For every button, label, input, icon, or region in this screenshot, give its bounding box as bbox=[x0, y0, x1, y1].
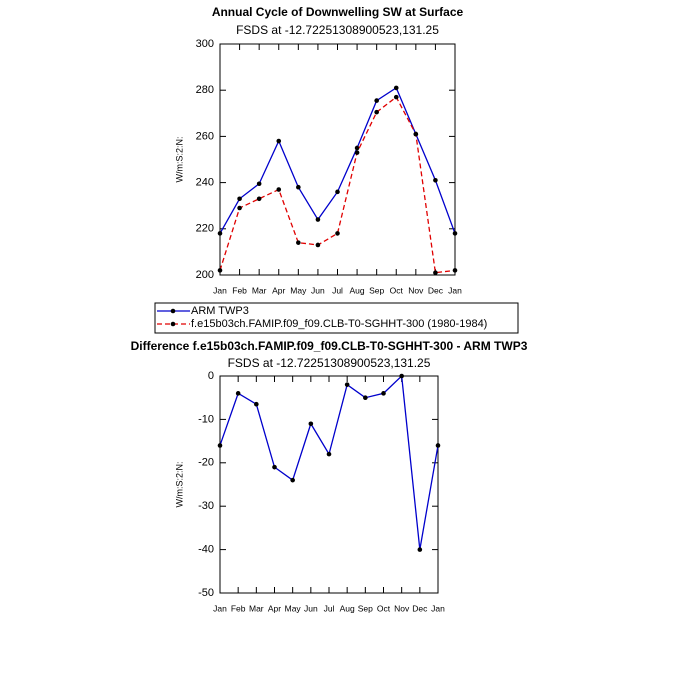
x-tick-label: Jul bbox=[324, 603, 335, 613]
data-point bbox=[315, 242, 321, 248]
data-point bbox=[256, 196, 262, 202]
chart-subtitle: FSDS at -12.72251308900523,131.25 bbox=[228, 356, 431, 370]
data-point bbox=[354, 145, 360, 151]
y-axis-label: W/m:S:2:N: bbox=[174, 136, 184, 182]
x-tick-label: Apr bbox=[272, 285, 285, 295]
data-point bbox=[235, 391, 241, 396]
y-tick-label: 220 bbox=[196, 223, 214, 235]
y-tick-label: 0 bbox=[208, 370, 214, 382]
y-tick-label: -10 bbox=[198, 413, 214, 425]
data-point bbox=[435, 443, 441, 448]
data-point bbox=[335, 231, 340, 236]
data-point bbox=[374, 98, 379, 103]
legend-marker bbox=[170, 308, 176, 314]
y-tick-label: -20 bbox=[198, 457, 214, 469]
x-tick-label: Dec bbox=[412, 603, 428, 613]
data-point bbox=[217, 443, 223, 448]
x-tick-label: Jan bbox=[431, 603, 445, 613]
chart-subtitle: FSDS at -12.72251308900523,131.25 bbox=[236, 23, 439, 37]
data-point bbox=[217, 231, 223, 236]
data-point bbox=[393, 85, 399, 91]
x-tick-label: Mar bbox=[249, 603, 264, 613]
legend-label: ARM TWP3 bbox=[191, 305, 249, 317]
x-tick-label: Mar bbox=[252, 285, 267, 295]
plot-frame bbox=[219, 43, 456, 276]
x-tick-label: Apr bbox=[268, 603, 281, 613]
x-tick-label: Oct bbox=[390, 285, 404, 295]
y-tick-label: 280 bbox=[196, 84, 214, 96]
legend-marker bbox=[170, 321, 176, 327]
y-tick-label: -30 bbox=[198, 500, 214, 512]
data-point bbox=[363, 395, 368, 401]
plot-frame bbox=[219, 375, 439, 594]
data-point bbox=[393, 94, 399, 100]
x-tick-label: Dec bbox=[428, 285, 444, 295]
x-tick-label: Aug bbox=[340, 603, 355, 613]
data-point bbox=[237, 205, 242, 211]
y-tick-label: 300 bbox=[196, 38, 214, 50]
data-point bbox=[413, 131, 419, 137]
x-tick-label: Jun bbox=[311, 285, 325, 295]
data-point bbox=[296, 240, 301, 245]
y-tick-label: 240 bbox=[196, 177, 214, 189]
x-tick-label: May bbox=[285, 603, 302, 613]
x-tick-label: Jan bbox=[213, 603, 227, 613]
data-point bbox=[452, 231, 458, 236]
x-tick-label: Feb bbox=[232, 285, 247, 295]
x-tick-label: Feb bbox=[231, 603, 246, 613]
data-point bbox=[256, 181, 262, 187]
x-tick-label: Nov bbox=[408, 285, 424, 295]
data-point bbox=[417, 547, 423, 552]
data-point bbox=[296, 184, 301, 190]
x-tick-label: Aug bbox=[350, 285, 365, 295]
data-point bbox=[381, 391, 386, 396]
data-point bbox=[272, 464, 277, 470]
data-point bbox=[344, 382, 350, 387]
y-tick-label: -40 bbox=[198, 544, 214, 556]
x-tick-label: Jan bbox=[448, 285, 462, 295]
x-tick-label: Sep bbox=[358, 603, 373, 613]
data-point bbox=[237, 196, 242, 202]
data-point bbox=[354, 150, 360, 155]
y-axis-label: W/m:S:2:N: bbox=[174, 461, 184, 507]
x-tick-label: Jul bbox=[332, 285, 343, 295]
data-point bbox=[276, 187, 282, 192]
data-point bbox=[276, 138, 282, 144]
x-tick-label: Jan bbox=[213, 285, 227, 295]
data-point bbox=[254, 401, 259, 407]
data-line bbox=[219, 86, 456, 234]
data-point bbox=[308, 421, 314, 427]
data-point bbox=[452, 268, 458, 273]
data-point bbox=[433, 177, 438, 183]
data-point bbox=[399, 373, 404, 379]
legend-label: f.e15b03ch.FAMIP.f09_f09.CLB-T0-SGHHT-30… bbox=[191, 318, 487, 330]
x-tick-label: Sep bbox=[369, 285, 384, 295]
x-tick-label: Jun bbox=[304, 603, 318, 613]
x-tick-label: Nov bbox=[394, 603, 410, 613]
data-point bbox=[433, 270, 438, 275]
y-tick-label: -50 bbox=[198, 587, 214, 599]
chart-title: Annual Cycle of Downwelling SW at Surfac… bbox=[212, 5, 464, 19]
data-line bbox=[219, 374, 439, 550]
x-tick-label: Oct bbox=[377, 603, 391, 613]
data-point bbox=[290, 477, 295, 483]
legend-box bbox=[154, 302, 519, 334]
data-point bbox=[217, 268, 223, 273]
x-tick-label: May bbox=[290, 285, 307, 295]
chart-title: Difference f.e15b03ch.FAMIP.f09_f09.CLB-… bbox=[131, 339, 528, 353]
data-point bbox=[374, 109, 379, 115]
data-line bbox=[219, 96, 456, 274]
data-point bbox=[315, 217, 321, 222]
y-tick-label: 200 bbox=[196, 269, 214, 281]
y-tick-label: 260 bbox=[196, 130, 214, 142]
data-point bbox=[326, 451, 332, 457]
data-point bbox=[335, 189, 340, 195]
